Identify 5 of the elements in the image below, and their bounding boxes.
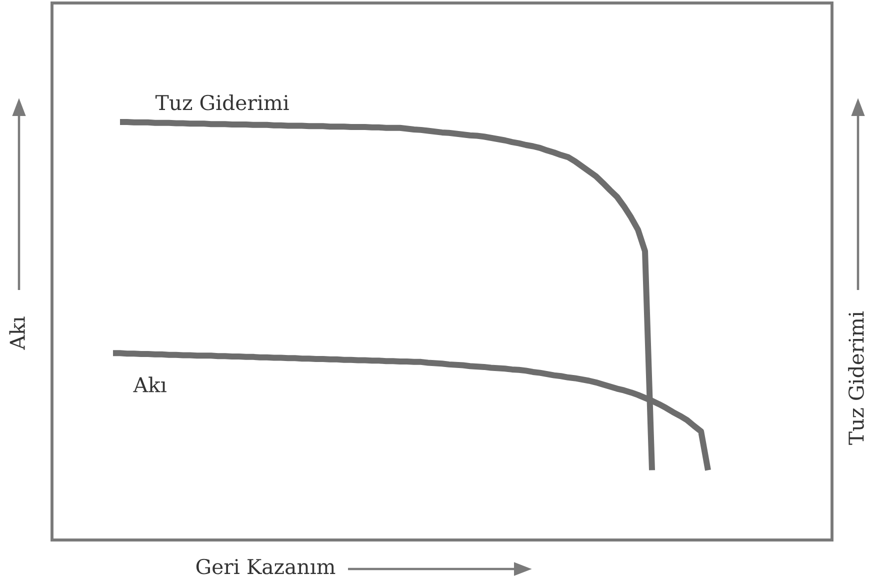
series-label: Akı (133, 376, 166, 392)
text: Tuz Giderimi (848, 311, 864, 445)
series-label: Tuz Giderimi (155, 94, 289, 110)
y-axis-title: Akı (9, 316, 25, 350)
x-axis-title: Geri Kazanım (196, 558, 336, 574)
